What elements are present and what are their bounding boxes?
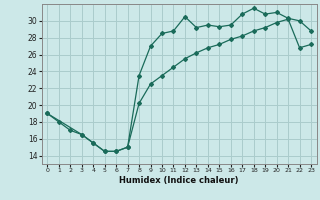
X-axis label: Humidex (Indice chaleur): Humidex (Indice chaleur) [119, 176, 239, 185]
